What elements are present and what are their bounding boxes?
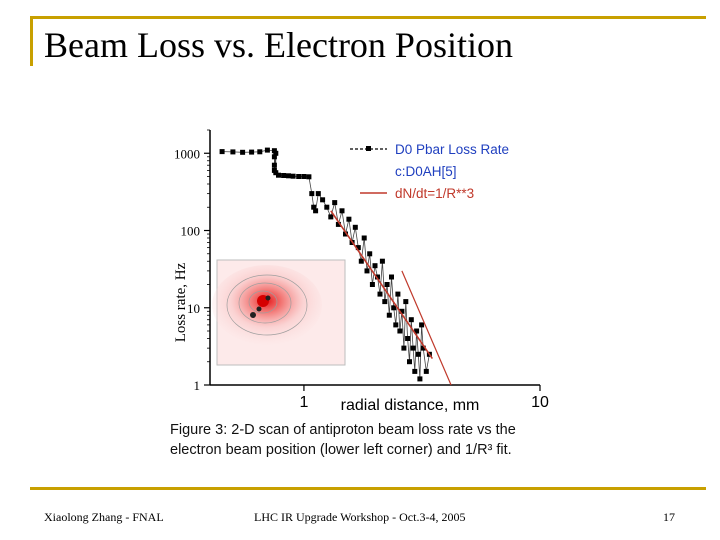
data-point-62	[419, 322, 425, 328]
x-tick-label-0: 1	[299, 394, 308, 411]
data-point-47	[391, 305, 397, 311]
y-tick-label-1: 10	[187, 301, 200, 316]
data-point-32	[352, 224, 358, 230]
data-point-44	[384, 282, 390, 287]
legend-swatch-marker	[366, 146, 371, 151]
electron-position-inset	[212, 259, 346, 366]
data-point-18	[306, 174, 312, 180]
data-point-8	[271, 162, 277, 168]
legend-entry-1: c:D0AH[5]	[395, 164, 457, 179]
y-tick-label-3: 1000	[174, 146, 200, 161]
data-point-51	[399, 308, 405, 314]
data-point-6	[271, 148, 277, 154]
data-point-35	[361, 235, 367, 241]
caption-line-2: electron beam position (lower left corne…	[170, 442, 512, 458]
footer-event: LHC IR Upgrade Workshop - Oct.3-4, 2005	[254, 510, 466, 524]
data-point-55	[407, 359, 412, 365]
data-point-57	[410, 345, 416, 351]
data-point-28	[339, 208, 345, 214]
data-point-63	[420, 345, 426, 351]
caption-line-1: Figure 3: 2-D scan of antiproton beam lo…	[170, 422, 516, 438]
data-point-14	[286, 173, 291, 179]
data-point-16	[296, 174, 302, 179]
data-point-41	[377, 291, 383, 297]
data-point-46	[389, 274, 394, 280]
data-point-11	[273, 170, 279, 176]
data-point-19	[309, 191, 315, 197]
x-tick-label-1: 10	[531, 394, 549, 411]
data-point-42	[379, 258, 385, 264]
fit-line	[330, 210, 434, 360]
data-point-30	[346, 216, 352, 222]
x-axis-label: radial distance, mm	[341, 397, 480, 414]
figure-caption: Figure 3: 2-D scan of antiproton beam lo…	[170, 420, 570, 460]
data-point-59	[414, 328, 420, 334]
data-point-40	[375, 274, 380, 280]
data-point-48	[393, 322, 399, 328]
legend-entry-0: D0 Pbar Loss Rate	[395, 142, 509, 157]
data-point-52	[401, 345, 407, 351]
y-axis-label: Loss rate, Hz	[173, 262, 189, 342]
data-point-4	[257, 149, 263, 155]
data-point-23	[320, 197, 326, 203]
data-point-17	[301, 174, 307, 179]
footer-author: Xiaolong Zhang - FNAL	[44, 510, 164, 524]
data-point-34	[358, 258, 364, 264]
data-point-45	[386, 312, 392, 318]
figure: 1 10 100 1000 1 10 radial distance, mm Loss rat…	[155, 115, 560, 460]
data-point-33	[355, 245, 361, 251]
data-point-26	[332, 200, 338, 206]
slide-frame-left	[30, 16, 33, 66]
data-point-27	[335, 221, 341, 227]
slide-title: Beam Loss vs. Electron Position	[44, 25, 513, 65]
y-tick-label-2: 100	[181, 224, 201, 239]
data-point-15	[290, 173, 296, 179]
data-point-24	[324, 204, 330, 210]
fit-line-secondary	[401, 270, 452, 386]
data-point-12	[276, 172, 281, 178]
data-point-1	[230, 149, 236, 155]
data-point-53	[403, 299, 409, 305]
data-point-13	[281, 173, 287, 178]
data-point-7	[271, 154, 277, 160]
legend-entry-2: dN/dt=1/R**3	[395, 186, 474, 201]
page-number: 17	[663, 510, 675, 524]
slide-frame-bottom	[30, 487, 706, 490]
data-point-29	[343, 231, 348, 237]
data-point-38	[369, 282, 375, 287]
data-point-20	[311, 204, 317, 210]
data-point-10	[273, 150, 279, 156]
data-point-25	[328, 214, 334, 220]
data-point-56	[408, 317, 414, 323]
data-point-21	[313, 208, 319, 214]
data-point-36	[364, 268, 370, 274]
data-point-64	[423, 368, 429, 374]
data-point-2	[240, 149, 246, 155]
slide-frame-top	[30, 16, 706, 19]
data-point-54	[405, 336, 411, 341]
data-point-58	[412, 368, 418, 374]
data-point-0	[219, 149, 225, 155]
data-point-50	[397, 328, 403, 334]
data-point-60	[415, 351, 421, 357]
data-point-5	[264, 147, 270, 153]
y-tick-label-0: 1	[194, 378, 201, 393]
data-point-22	[315, 191, 321, 197]
data-point-39	[372, 263, 378, 269]
data-point-61	[417, 376, 423, 382]
data-point-49	[395, 291, 401, 297]
data-point-43	[382, 299, 388, 305]
loss-rate-chart: 1 10 100 1000 1 10 radial distance, mm Loss rat…	[173, 129, 549, 414]
data-point-37	[367, 251, 373, 257]
data-point-3	[249, 149, 255, 155]
